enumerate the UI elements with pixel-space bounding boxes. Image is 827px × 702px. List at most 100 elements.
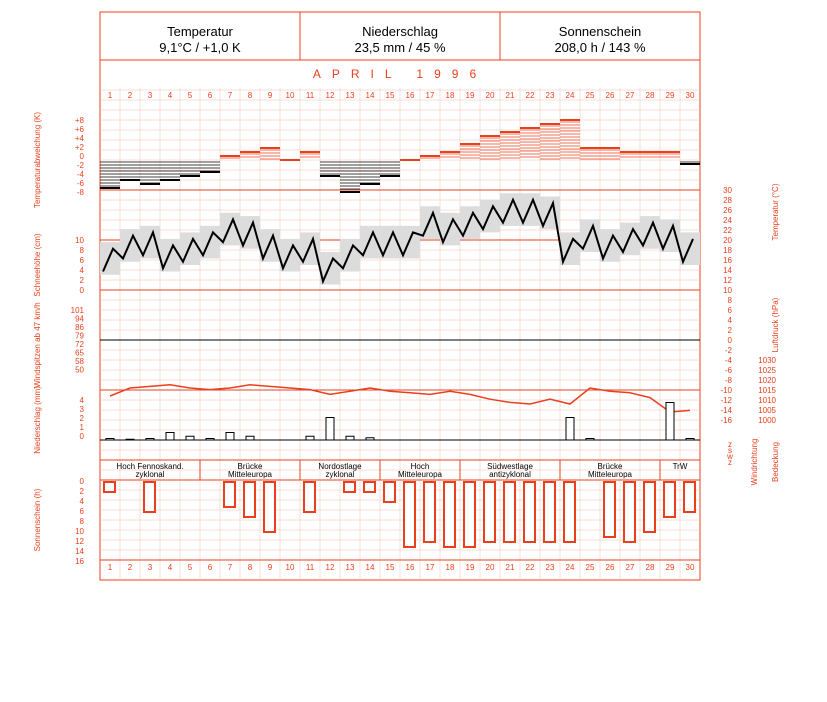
anomaly-tick: +4 bbox=[75, 134, 85, 143]
sun-bar bbox=[303, 481, 316, 513]
header-temp-value: 9,1°C / +1,0 K bbox=[159, 40, 241, 55]
precip-tick: 4 bbox=[80, 396, 85, 405]
precip-bar bbox=[165, 432, 175, 441]
temperature-series bbox=[102, 197, 694, 285]
anomaly-tick: -4 bbox=[77, 170, 85, 179]
sun-bar bbox=[443, 481, 456, 548]
sun-bar bbox=[103, 481, 116, 493]
temp-tick: 18 bbox=[723, 246, 732, 255]
header-precip-value: 23,5 mm / 45 % bbox=[354, 40, 445, 55]
right-ticks: 302826242220181614121086420-2-4-6-8-10-1… bbox=[720, 186, 776, 467]
wind-tick: 79 bbox=[75, 332, 84, 341]
day-label: 23 bbox=[546, 91, 555, 100]
day-label: 22 bbox=[526, 91, 535, 100]
sun-bar bbox=[503, 481, 516, 543]
day-label: 10 bbox=[286, 91, 295, 100]
day-label: 8 bbox=[248, 91, 253, 100]
weather-type-label: Brücke bbox=[598, 462, 623, 471]
day-label: 16 bbox=[406, 563, 415, 572]
precip-bar bbox=[225, 432, 235, 441]
day-label: 23 bbox=[546, 563, 555, 572]
day-label: 3 bbox=[148, 563, 153, 572]
day-label: 5 bbox=[188, 563, 193, 572]
sun-tick: 0 bbox=[80, 477, 85, 486]
header-box: Temperatur 9,1°C / +1,0 K Niederschlag 2… bbox=[99, 11, 701, 61]
sun-bar bbox=[383, 481, 396, 503]
pressure-tick: 1020 bbox=[758, 376, 776, 385]
weather-type-label: Hoch bbox=[411, 462, 430, 471]
day-labels-top: 1 2 3 4 5 6 7 8 9 10 11 12 13 14 15 16 17 18 19 20 21 22 23 24 2… bbox=[108, 91, 695, 100]
day-label: 21 bbox=[506, 563, 515, 572]
sun-tick: 6 bbox=[80, 507, 85, 516]
precip-bar bbox=[685, 438, 695, 441]
sun-tick: 4 bbox=[80, 497, 85, 506]
day-label: 8 bbox=[248, 563, 253, 572]
precip-tick: 3 bbox=[80, 405, 85, 414]
day-label: 27 bbox=[626, 91, 635, 100]
weather-type-sublabel: zyklonal bbox=[136, 470, 165, 479]
day-label: 25 bbox=[586, 91, 595, 100]
day-label: 5 bbox=[188, 91, 193, 100]
right-label-wind-dir: Windrichtung bbox=[750, 439, 759, 486]
day-label: 19 bbox=[466, 91, 475, 100]
day-label: 4 bbox=[168, 563, 173, 572]
precip-bar bbox=[325, 417, 335, 441]
temp-tick: 24 bbox=[723, 216, 732, 225]
pressure-series bbox=[109, 384, 691, 413]
temp-tick: -8 bbox=[725, 376, 733, 385]
precip-bar bbox=[185, 435, 195, 441]
temp-tick: 26 bbox=[723, 206, 732, 215]
day-label: 6 bbox=[208, 91, 213, 100]
wind-tick: 86 bbox=[75, 323, 84, 332]
day-label: 12 bbox=[326, 91, 335, 100]
precip-bar bbox=[205, 438, 215, 441]
left-label-precip: Niederschlag (mm) bbox=[33, 386, 42, 454]
precip-bar bbox=[105, 438, 115, 441]
sun-bar bbox=[623, 481, 636, 543]
sun-tick: 8 bbox=[80, 517, 85, 526]
sun-bar bbox=[563, 481, 576, 543]
day-label: 7 bbox=[228, 91, 233, 100]
day-label: 14 bbox=[366, 563, 375, 572]
temp-tick: 12 bbox=[723, 276, 732, 285]
day-label: 4 bbox=[168, 91, 173, 100]
day-label: 18 bbox=[446, 563, 455, 572]
snow-tick: 8 bbox=[80, 246, 85, 255]
wind-tick: 72 bbox=[75, 340, 84, 349]
precip-bar bbox=[145, 438, 155, 441]
day-label: 3 bbox=[148, 91, 153, 100]
sun-bar bbox=[263, 481, 276, 533]
wind-tick: 50 bbox=[75, 366, 84, 375]
left-label-snow: Schneehöhe (cm) bbox=[33, 233, 42, 296]
weather-type-label: Brücke bbox=[238, 462, 263, 471]
day-label: 14 bbox=[366, 91, 375, 100]
anomaly-tick: +8 bbox=[75, 116, 85, 125]
pressure-tick: 1010 bbox=[758, 396, 776, 405]
snow-tick: 10 bbox=[75, 236, 84, 245]
day-label: 9 bbox=[268, 563, 273, 572]
pressure-tick: 1000 bbox=[758, 416, 776, 425]
right-label-temp: Temperatur (°C) bbox=[771, 183, 780, 240]
precip-tick: 2 bbox=[80, 414, 85, 423]
day-label: 9 bbox=[268, 91, 273, 100]
month-title: APRIL 1996 bbox=[313, 67, 487, 81]
day-label: 20 bbox=[486, 563, 495, 572]
temp-tick: 22 bbox=[723, 226, 732, 235]
header-sun-value: 208,0 h / 143 % bbox=[554, 40, 646, 55]
day-label: 28 bbox=[646, 91, 655, 100]
day-label: 21 bbox=[506, 91, 515, 100]
precip-tick: 0 bbox=[80, 432, 85, 441]
day-label: 17 bbox=[426, 563, 435, 572]
temp-tick: 10 bbox=[723, 286, 732, 295]
sun-bar bbox=[663, 481, 676, 518]
day-label: 20 bbox=[486, 91, 495, 100]
wind-dir-tick: s bbox=[728, 446, 732, 455]
sun-bar bbox=[143, 481, 156, 513]
temp-tick: 14 bbox=[723, 266, 732, 275]
header-precip-title: Niederschlag bbox=[362, 24, 438, 39]
temp-tick: -14 bbox=[720, 406, 732, 415]
precip-bar bbox=[565, 417, 575, 441]
header-sun-title: Sonnenschein bbox=[559, 24, 641, 39]
wind-tick: 58 bbox=[75, 357, 84, 366]
